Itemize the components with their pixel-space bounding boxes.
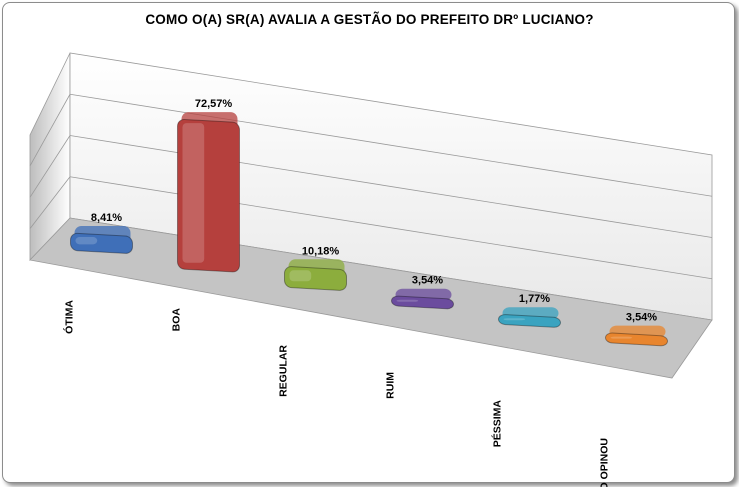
gridline-side (29, 135, 71, 198)
category-label-0: ÓTIMA (62, 300, 75, 334)
category-label-5: NÃO OPINOU (597, 438, 610, 487)
bar-4 (498, 314, 561, 328)
category-label-4: PÉSSIMA (490, 400, 503, 448)
data-label-1: 72,57% (195, 98, 233, 110)
data-label-0: 8,41% (91, 212, 122, 224)
bar-0 (70, 232, 133, 254)
gridline (69, 93, 713, 197)
bar-highlight-1 (182, 123, 205, 263)
bar-highlight-3 (396, 299, 419, 302)
gridline (69, 176, 713, 280)
category-label-3: RUIM (384, 372, 396, 399)
gridline-side (29, 94, 71, 167)
bar-highlight-0 (75, 236, 98, 245)
data-label-2: 10,18% (302, 245, 340, 257)
gridline (69, 135, 713, 238)
bar-highlight-4 (503, 318, 526, 321)
bar-highlight-2 (289, 270, 312, 282)
data-label-3: 3,54% (412, 275, 443, 287)
category-label-1: BOA (170, 308, 182, 332)
data-label-5: 3,54% (626, 312, 657, 324)
chart-title: COMO O(A) SR(A) AVALIA A GESTÃO DO PREFE… (145, 12, 594, 27)
data-label-4: 1,77% (519, 293, 550, 305)
bar-highlight-5 (610, 336, 633, 339)
bar-2 (284, 266, 347, 291)
bar-5 (605, 332, 668, 347)
bar-3 (391, 295, 454, 310)
gridline-side (29, 176, 71, 229)
category-label-2: REGULAR (277, 345, 289, 397)
bar-1 (177, 119, 240, 273)
